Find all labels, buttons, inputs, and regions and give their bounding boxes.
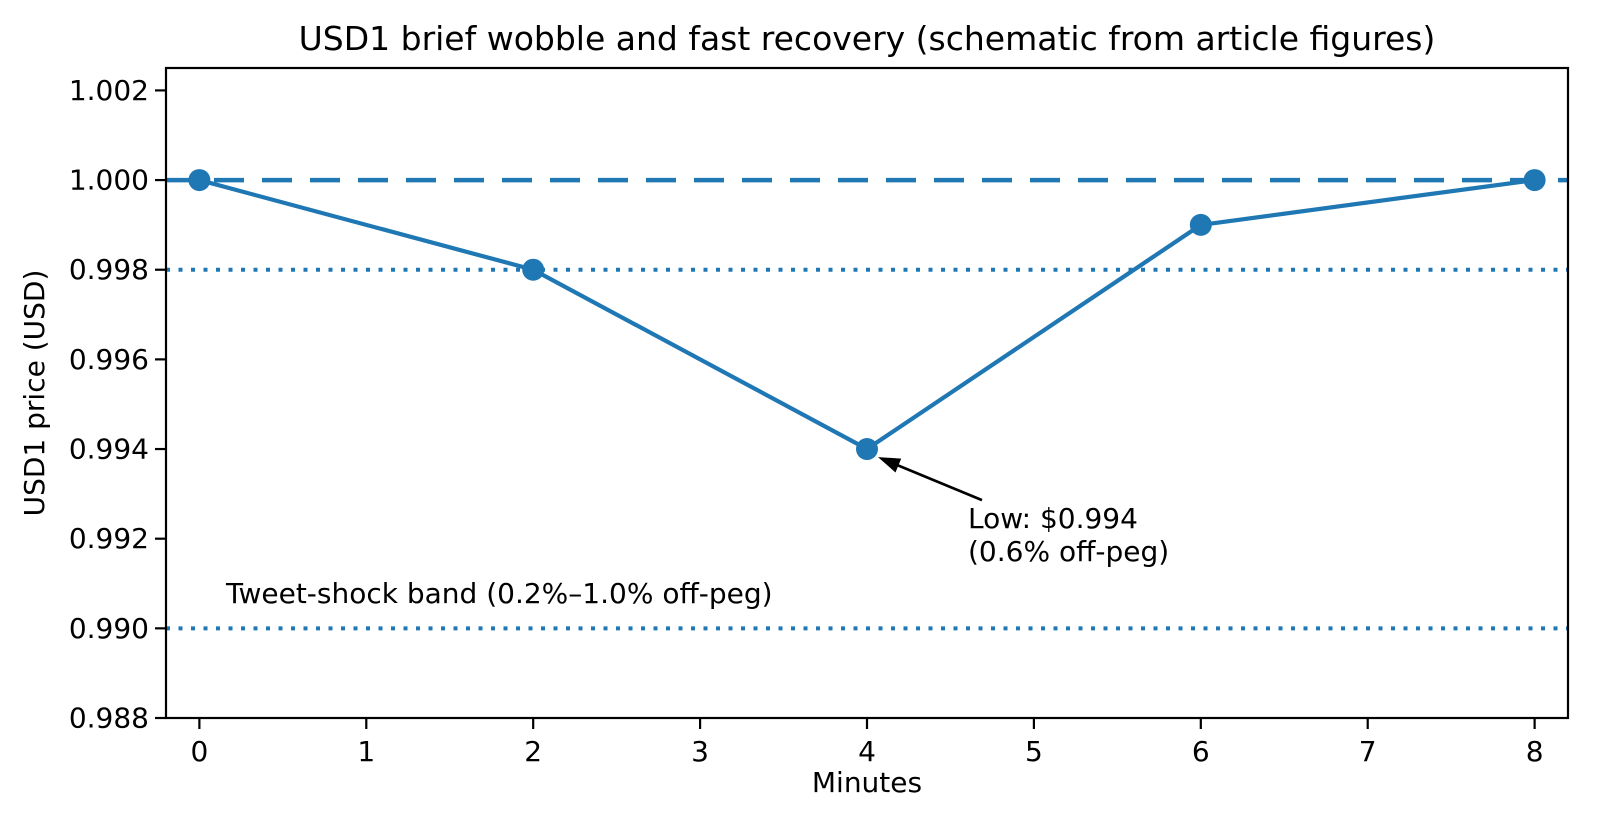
x-tick-label: 5	[1025, 735, 1043, 768]
x-tick-label: 2	[524, 735, 542, 768]
x-tick-label: 4	[858, 735, 876, 768]
y-tick-label: 0.994	[69, 433, 149, 466]
chart-title: USD1 brief wobble and fast recovery (sch…	[298, 19, 1436, 58]
tweet-shock-band-label: Tweet-shock band (0.2%–1.0% off-peg)	[226, 577, 773, 610]
data-point-marker	[522, 258, 545, 281]
plot-border	[164, 66, 1570, 720]
x-tick-label: 0	[190, 735, 208, 768]
x-tick-label: 3	[691, 735, 709, 768]
annotation-arrow-shaft	[894, 462, 983, 502]
y-tick-label: 0.996	[69, 343, 149, 376]
y-tick-label: 0.988	[69, 702, 149, 735]
x-tick-label: 6	[1192, 735, 1210, 768]
x-axis-label: Minutes	[811, 766, 923, 799]
y-tick-label: 1.000	[69, 164, 149, 197]
y-axis-label: USD1 price (USD)	[18, 269, 51, 517]
y-tick-label: 0.990	[69, 612, 149, 645]
annotation-arrow-head	[878, 457, 902, 473]
low-point-annotation-text: Low: $0.994 (0.6% off-peg)	[968, 502, 1170, 568]
price-line	[197, 177, 1537, 452]
y-tick-label: 0.998	[69, 253, 149, 286]
data-point-marker	[1523, 169, 1546, 192]
data-point-marker	[856, 438, 878, 461]
y-tick-label: 0.992	[69, 522, 149, 555]
y-tick-label: 1.002	[69, 74, 149, 107]
x-tick-label: 1	[357, 735, 375, 768]
data-point-marker	[188, 169, 211, 192]
data-point-marker	[1189, 213, 1212, 236]
x-tick-label: 7	[1359, 735, 1377, 768]
x-tick-label: 8	[1526, 735, 1544, 768]
